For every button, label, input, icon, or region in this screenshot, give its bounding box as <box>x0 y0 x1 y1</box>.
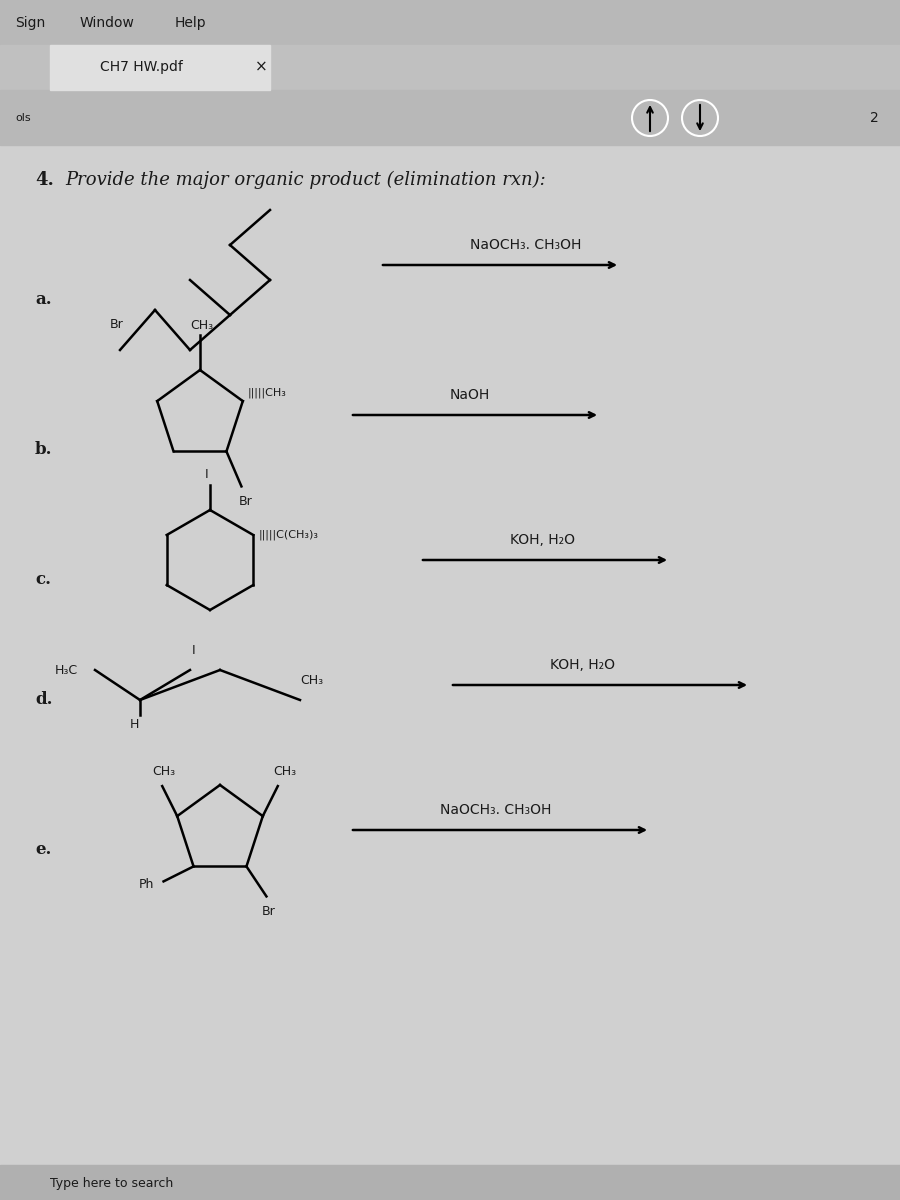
Bar <box>0 44 900 90</box>
Bar <box>0 0 900 44</box>
Text: Br: Br <box>238 494 252 508</box>
Text: H₃C: H₃C <box>55 664 78 677</box>
Text: ols: ols <box>15 113 31 122</box>
Text: Br: Br <box>262 905 275 918</box>
Text: a.: a. <box>35 292 51 308</box>
Bar <box>0 145 900 1200</box>
Text: ×: × <box>255 60 268 74</box>
Text: CH₃: CH₃ <box>190 318 213 331</box>
Text: KOH, H₂O: KOH, H₂O <box>510 533 575 547</box>
Text: KOH, H₂O: KOH, H₂O <box>550 658 615 672</box>
Text: NaOCH₃. CH₃OH: NaOCH₃. CH₃OH <box>470 238 581 252</box>
Text: I: I <box>205 468 209 481</box>
Bar <box>50 44 270 90</box>
Text: H: H <box>130 719 140 732</box>
Text: Window: Window <box>80 16 135 30</box>
Text: CH₃: CH₃ <box>152 764 176 778</box>
Text: 4.: 4. <box>35 170 54 190</box>
Text: CH₃: CH₃ <box>273 764 296 778</box>
Text: e.: e. <box>35 841 51 858</box>
Text: b.: b. <box>35 442 52 458</box>
Text: NaOH: NaOH <box>450 388 491 402</box>
Text: Ph: Ph <box>139 878 154 890</box>
Text: |||||CH₃: |||||CH₃ <box>248 388 287 398</box>
Bar <box>0 1165 900 1200</box>
Text: d.: d. <box>35 691 52 708</box>
Text: |||||C(CH₃)₃: |||||C(CH₃)₃ <box>258 529 319 540</box>
Text: c.: c. <box>35 571 51 588</box>
Text: I: I <box>192 643 195 656</box>
Text: Help: Help <box>175 16 207 30</box>
Text: Type here to search: Type here to search <box>50 1176 173 1189</box>
Text: CH₃: CH₃ <box>300 673 323 686</box>
Text: Provide the major organic product (elimination rxn):: Provide the major organic product (elimi… <box>65 170 545 190</box>
Text: NaOCH₃. CH₃OH: NaOCH₃. CH₃OH <box>440 803 552 817</box>
Text: Br: Br <box>110 318 124 331</box>
Text: Sign: Sign <box>15 16 45 30</box>
Text: 2: 2 <box>870 110 878 125</box>
Bar <box>0 90 900 145</box>
Text: CH7 HW.pdf: CH7 HW.pdf <box>100 60 183 74</box>
